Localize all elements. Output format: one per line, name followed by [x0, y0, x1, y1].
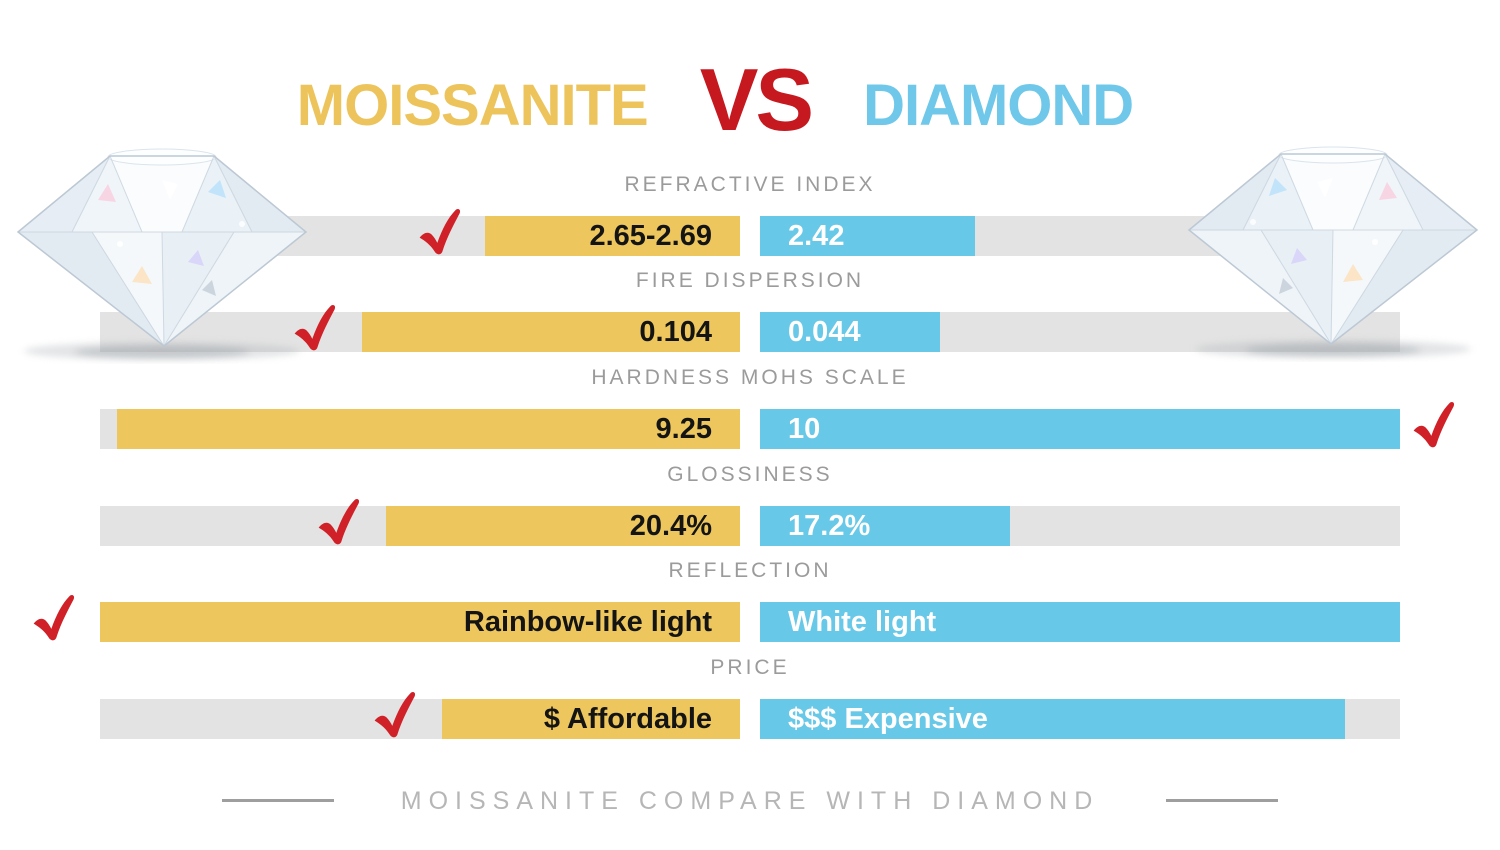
diamond-value: $$$ Expensive [788, 703, 988, 735]
title-diamond: DIAMOND [863, 73, 1134, 138]
diamond-bar: 0.044 [760, 312, 940, 352]
checkmark-icon [416, 205, 468, 263]
title-vs: VS [699, 50, 814, 149]
moissanite-bar: 2.65-2.69 [485, 216, 740, 256]
diamond-bar: 10 [760, 409, 1400, 449]
row-label: PRICE [710, 656, 790, 679]
moissanite-bar: 0.104 [362, 312, 740, 352]
diamond-bar: 2.42 [760, 216, 975, 256]
checkmark-icon [30, 591, 82, 649]
moissanite-bar: $ Affordable [442, 699, 740, 739]
moissanite-value: 2.65-2.69 [589, 220, 712, 252]
page-title: MOISSANITE VS DIAMOND [0, 56, 1500, 144]
row-label: REFRACTIVE INDEX [624, 173, 876, 196]
checkmark-icon [1410, 398, 1462, 456]
moissanite-bar: 20.4% [386, 506, 740, 546]
moissanite-value: 20.4% [629, 510, 712, 542]
moissanite-bar: Rainbow-like light [100, 602, 740, 642]
diamond-bar: White light [760, 602, 1400, 642]
moissanite-value: 0.104 [639, 316, 712, 348]
checkmark-icon [371, 688, 423, 746]
row-label: FIRE DISPERSION [635, 269, 865, 292]
diamond-value: 10 [788, 413, 821, 445]
row-label: HARDNESS MOHS SCALE [591, 366, 909, 389]
diamond-value: 2.42 [788, 220, 845, 252]
comparison-row: HARDNESS MOHS SCALE 9.25 10 [0, 366, 1500, 449]
comparison-row: GLOSSINESS 20.4% 17.2% [0, 463, 1500, 546]
row-label: GLOSSINESS [667, 463, 833, 486]
comparison-row: PRICE $ Affordable $$$ Expensive [0, 656, 1500, 739]
caption-rule-right [1166, 799, 1278, 802]
moissanite-value: 9.25 [655, 413, 712, 445]
diamond-value: 0.044 [788, 316, 861, 348]
moissanite-value: $ Affordable [543, 703, 712, 735]
moissanite-bar: 9.25 [117, 409, 740, 449]
checkmark-icon [315, 495, 367, 553]
diamond-value: 17.2% [788, 510, 871, 542]
diamond-bar: $$$ Expensive [760, 699, 1345, 739]
diamond-value: White light [788, 606, 937, 638]
moissanite-value: Rainbow-like light [463, 606, 712, 638]
diamond-gem-image [1182, 138, 1484, 362]
caption-text: MOISSANITE COMPARE WITH DIAMOND [400, 787, 1100, 815]
comparison-row: REFLECTION Rainbow-like light White ligh… [0, 559, 1500, 642]
title-moissanite: MOISSANITE [296, 73, 649, 138]
moissanite-gem-image [12, 140, 312, 364]
checkmark-icon [291, 301, 343, 359]
caption-rule-left [222, 799, 334, 802]
comparison-row: FIRE DISPERSION 0.104 0.044 [0, 269, 1500, 352]
diamond-bar: 17.2% [760, 506, 1010, 546]
row-label: REFLECTION [668, 559, 832, 582]
